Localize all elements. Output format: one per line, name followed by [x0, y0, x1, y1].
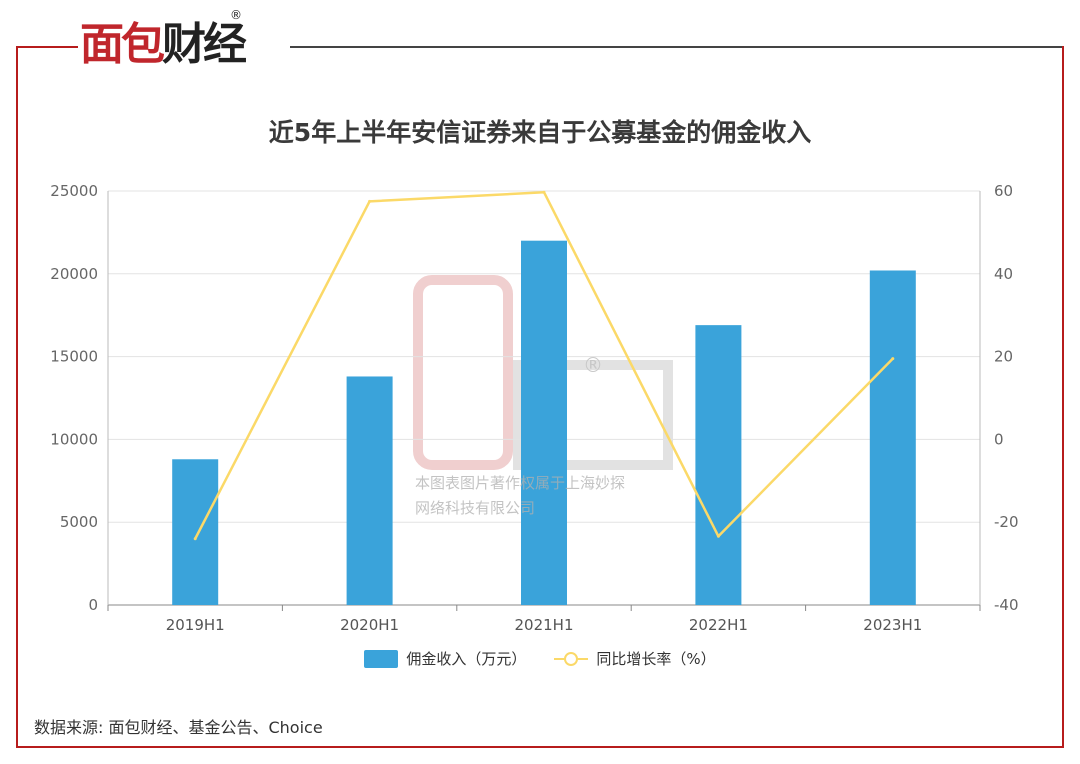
line-point [891, 357, 895, 361]
brand-logo: 面包财经 ® [80, 8, 247, 76]
x-tick-label: 2021H1 [515, 616, 574, 634]
legend-label-line: 同比增长率（%） [596, 650, 716, 668]
y-left-tick-label: 5000 [60, 513, 98, 531]
watermark-line1: 本图表图片著作权属于上海妙探 [415, 474, 626, 492]
y-right-tick-label: -20 [994, 513, 1019, 531]
legend-bar-swatch [364, 649, 399, 668]
frame-top-right [290, 46, 1064, 48]
legend-line-swatch [554, 650, 589, 668]
watermark-logo-box [413, 275, 513, 470]
frame-left [16, 46, 18, 748]
logo-text: 面包财经 [80, 19, 247, 70]
legend-label-bar: 佣金收入（万元） [406, 650, 527, 668]
line-point [193, 537, 197, 541]
source-note: 数据来源: 面包财经、基金公告、Choice [34, 718, 323, 737]
x-tick-label: 2020H1 [340, 616, 399, 634]
y-left-tick-label: 15000 [50, 348, 98, 366]
x-tick-label: 2019H1 [166, 616, 225, 634]
legend-item-bar[interactable]: 佣金收入（万元） [364, 648, 526, 669]
y-right-tick-label: -40 [994, 596, 1019, 614]
legend: 佣金收入（万元） 同比增长率（%） [0, 648, 1080, 669]
watermark-registered-mark: ® [583, 353, 603, 377]
y-left-tick-label: 25000 [50, 182, 98, 200]
bar [695, 325, 742, 605]
y-left-tick-label: 20000 [50, 265, 98, 283]
y-left-tick-label: 0 [88, 596, 98, 614]
registered-mark: ® [230, 8, 242, 22]
line-point [368, 199, 372, 203]
bar [869, 270, 916, 605]
y-right-tick-label: 60 [994, 182, 1013, 200]
y-right-tick-label: 0 [994, 430, 1004, 448]
line-point [542, 190, 546, 194]
frame-bottom [16, 746, 1064, 748]
bar [172, 459, 219, 605]
frame-right [1062, 46, 1064, 748]
y-right-tick-label: 40 [994, 265, 1013, 283]
x-tick-label: 2023H1 [863, 616, 922, 634]
frame-top-left [16, 46, 78, 48]
y-left-tick-label: 10000 [50, 430, 98, 448]
legend-item-line[interactable]: 同比增长率（%） [554, 648, 716, 669]
watermark-logo-box-2 [513, 360, 673, 470]
y-right-tick-label: 20 [994, 348, 1013, 366]
bar [521, 240, 567, 605]
line-point [716, 534, 720, 538]
bar [346, 376, 393, 605]
watermark-line2: 网络科技有限公司 [415, 499, 536, 517]
x-tick-label: 2022H1 [689, 616, 748, 634]
chart-title: 近5年上半年安信证券来自于公募基金的佣金收入 [268, 118, 812, 147]
